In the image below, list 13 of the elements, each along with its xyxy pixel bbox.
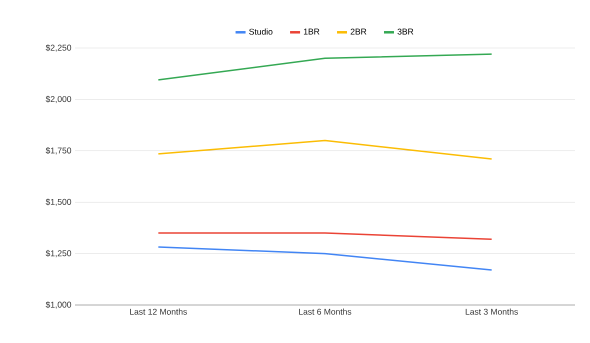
legend-label: 1BR	[304, 28, 320, 34]
y-tick-label: $1,500	[46, 198, 72, 206]
y-tick-label: $1,250	[46, 250, 72, 258]
y-tick-label: $1,750	[46, 147, 72, 154]
y-tick-label: $2,250	[46, 44, 72, 52]
x-tick-label: Last 3 Months	[466, 308, 518, 315]
legend-label: Studio	[249, 28, 272, 35]
y-tick-label: $1,000	[46, 301, 72, 309]
legend-label: 2BR	[350, 28, 366, 34]
x-tick-label: Last 6 Months	[299, 308, 352, 315]
y-tick-label: $2,000	[46, 96, 72, 104]
x-tick-label: Last 12 Months	[130, 308, 187, 315]
legend-label: 3BR	[398, 28, 414, 35]
